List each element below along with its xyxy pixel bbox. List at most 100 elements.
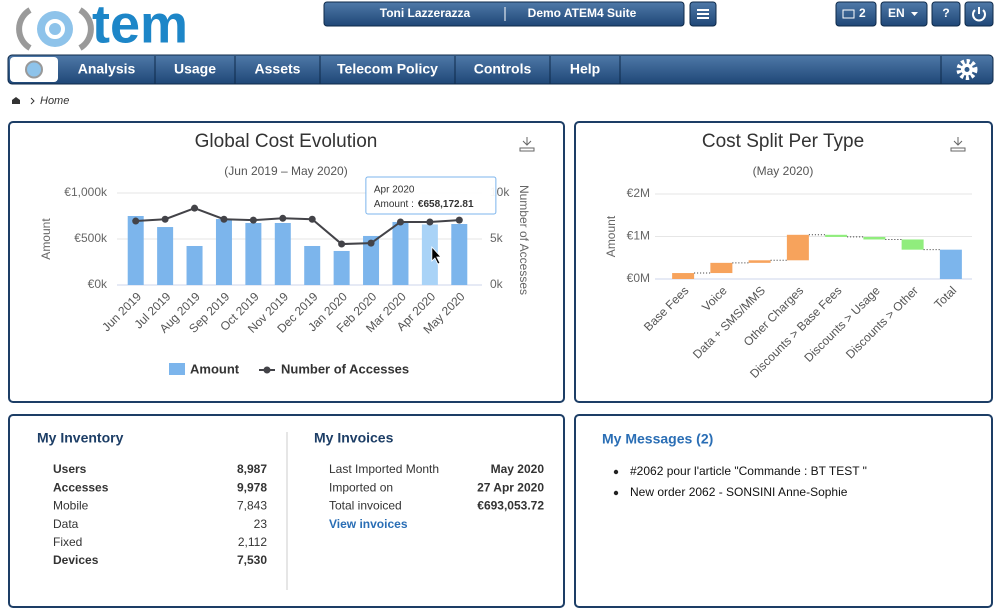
legend-label[interactable]: Number of Accesses	[281, 361, 409, 376]
chart-title: Cost Split Per Type	[702, 131, 864, 152]
breadcrumb[interactable]: Home	[40, 95, 69, 107]
line-point	[396, 218, 404, 226]
y-tick-label: €500k	[74, 231, 108, 245]
bar	[710, 262, 733, 274]
nav-item[interactable]: Help	[570, 61, 600, 77]
line-point	[161, 215, 169, 223]
caret	[911, 12, 918, 16]
tooltip-value: Amount : €658,172.81	[374, 199, 474, 210]
panel	[574, 414, 993, 608]
y-tick-label: €2M	[627, 186, 650, 200]
bullet	[613, 469, 619, 475]
inventory-value: 7,530	[237, 553, 267, 567]
nav-item[interactable]: Analysis	[78, 61, 136, 77]
tooltip-label: Amount :	[374, 199, 414, 210]
bar	[672, 273, 695, 279]
y-tick-label: €0k	[88, 277, 108, 291]
bar	[825, 234, 848, 237]
bullet	[613, 490, 619, 496]
invoice-value: 27 Apr 2020	[477, 480, 544, 494]
help-button[interactable]	[931, 1, 961, 27]
line-point	[426, 218, 434, 226]
bar	[901, 239, 924, 250]
invoice-label: Imported on	[329, 480, 393, 494]
bar	[245, 222, 262, 285]
nav-item[interactable]: Assets	[255, 61, 301, 77]
message[interactable]: #2062 pour l'article "Commande : BT TEST…	[630, 464, 867, 478]
invoice-label: Total invoiced	[329, 499, 402, 513]
section-title: My Inventory	[37, 430, 124, 446]
chart-subtitle: (Jun 2019 – May 2020)	[224, 164, 347, 178]
logo-arc	[78, 7, 94, 51]
inventory-label: Users	[53, 462, 87, 476]
bar	[748, 260, 771, 263]
logo-circle	[37, 11, 73, 47]
download-icon[interactable]	[519, 137, 535, 152]
y-axis-title: Amount	[39, 218, 53, 260]
inventory-label: Devices	[53, 553, 99, 567]
nav-item[interactable]: Telecom Policy	[337, 61, 438, 77]
line-point	[132, 217, 140, 225]
legend-swatch[interactable]	[169, 363, 185, 375]
chart-title: Global Cost Evolution	[195, 131, 378, 152]
nav-bar	[7, 54, 994, 85]
nav-item[interactable]: Usage	[174, 61, 216, 77]
section-title[interactable]: My Messages (2)	[602, 431, 713, 447]
invoice-label: Last Imported Month	[329, 462, 439, 476]
suite-name[interactable]: Demo ATEM4 Suite	[528, 6, 637, 20]
mail-button[interactable]	[835, 1, 877, 27]
logo[interactable]: tem	[16, 0, 188, 54]
inventory-value: 9,978	[237, 480, 267, 494]
bar	[274, 222, 291, 285]
panel	[574, 121, 993, 403]
y-axis-title: Amount	[604, 215, 618, 257]
logo-arc	[16, 7, 32, 51]
y2-tick-label: 0k	[490, 277, 504, 291]
inventory-label: Accesses	[53, 480, 109, 494]
message[interactable]: New order 2062 - SONSINI Anne-Sophie	[630, 485, 848, 499]
inventory-value: 23	[254, 517, 268, 531]
bar	[186, 245, 203, 285]
tooltip	[365, 176, 497, 215]
language[interactable]: EN	[888, 6, 905, 20]
settings-icon[interactable]	[956, 59, 978, 80]
line-point	[220, 215, 228, 223]
line-point	[338, 240, 346, 248]
section-title: My Invoices	[314, 430, 394, 446]
logo-a	[45, 19, 65, 39]
language-button[interactable]	[880, 1, 928, 27]
bar	[215, 219, 232, 285]
bar	[392, 221, 409, 285]
legend-swatch	[263, 366, 271, 374]
home-icon[interactable]	[12, 97, 20, 104]
bar	[421, 224, 438, 285]
inventory-value: 8,987	[237, 462, 267, 476]
user-name[interactable]: Toni Lazzerazza	[380, 6, 471, 20]
bar	[939, 249, 962, 279]
mail-icon	[842, 9, 855, 19]
line-point	[191, 204, 199, 212]
bar	[363, 235, 380, 285]
tooltip-amount: €658,172.81	[418, 199, 474, 210]
tooltip-title: Apr 2020	[374, 185, 415, 196]
invoice-value: €693,053.72	[477, 499, 544, 513]
mail-count[interactable]: 2	[859, 6, 866, 20]
bar	[451, 224, 468, 285]
y2-tick-label: 5k	[490, 231, 504, 245]
legend-label[interactable]: Amount	[190, 361, 240, 376]
nav-item[interactable]: Controls	[474, 61, 532, 77]
user-bar[interactable]	[323, 1, 685, 27]
line-point	[455, 216, 463, 224]
help[interactable]: ?	[942, 6, 949, 20]
bar	[127, 216, 144, 285]
power-icon	[972, 7, 986, 22]
invoice-link[interactable]: View invoices	[329, 517, 408, 531]
y-tick-label: €1,000k	[64, 185, 108, 199]
chart-subtitle: (May 2020)	[753, 164, 814, 178]
line-point	[367, 239, 375, 247]
download-icon[interactable]	[950, 137, 966, 152]
line	[135, 207, 460, 246]
menu-icon	[697, 9, 709, 19]
inventory-value: 2,112	[238, 535, 267, 549]
